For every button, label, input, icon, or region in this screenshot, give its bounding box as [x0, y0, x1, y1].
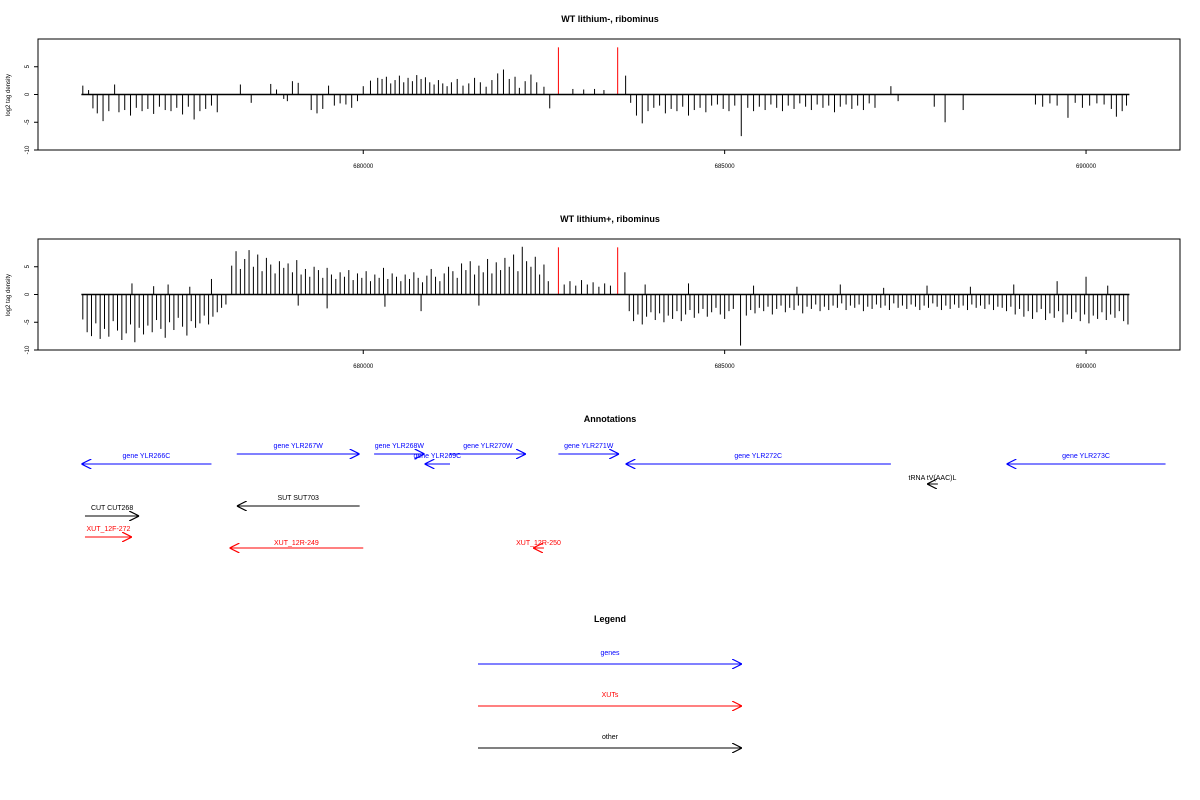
track-panel-lithium-plus: WT lithium+, ribominus log2 tag density … [6, 214, 1181, 370]
y-axis-label: log2 tag density [6, 74, 12, 116]
feature-label: gene YLR272C [734, 453, 782, 460]
signal-bars [82, 246, 1129, 346]
y-tick-label: -5 [25, 119, 31, 125]
y-tick-label: -10 [25, 345, 31, 354]
y-tick-label: -5 [25, 319, 31, 325]
feature-annotation: gene YLR273C [1006, 453, 1166, 464]
feature-label: gene YLR269C [413, 453, 461, 460]
feature-annotation: gene YLR267W [236, 443, 360, 454]
legend-panel: Legend genes XUTs other [478, 614, 742, 748]
feature-annotation: XUT_12R-250 [516, 540, 561, 548]
legend-label: other [602, 734, 619, 741]
signal-bars [82, 69, 1128, 137]
feature-label: gene YLR268W [375, 443, 425, 450]
feature-label: gene YLR271W [564, 443, 614, 450]
y-tick-label: 5 [25, 64, 31, 68]
feature-label: tRNA tV(AAC)L [909, 475, 957, 482]
legend-label: XUTs [602, 692, 619, 699]
panel-title: WT lithium+, ribominus [560, 214, 660, 224]
x-tick-label: 680000 [353, 364, 374, 370]
y-axis-label: log2 tag density [6, 274, 12, 316]
feature-label: gene YLR273C [1062, 453, 1110, 460]
feature-label: gene YLR267W [274, 443, 324, 450]
feature-annotation: XUT_12R-249 [229, 540, 364, 548]
feature-label: XUT_12R-250 [516, 540, 561, 547]
feature-annotation: gene YLR271W [558, 443, 620, 454]
y-axis: -10 -5 0 5 [25, 264, 38, 354]
y-tick-label: -10 [25, 145, 31, 154]
legend-entry: genes [478, 650, 742, 664]
legend-entry: XUTs [478, 692, 742, 706]
legend-entry: other [478, 734, 742, 748]
feature-arrows: gene YLR266C gene YLR267W gene YLR268W gene… [81, 443, 1166, 548]
panel-title: WT lithium-, ribominus [561, 14, 659, 24]
feature-label: XUT_12F-272 [86, 526, 130, 533]
feature-annotation: gene YLR268W [374, 443, 425, 454]
red-marks [557, 47, 619, 95]
x-tick-label: 685000 [715, 164, 736, 170]
y-tick-label: 0 [25, 292, 31, 296]
x-tick-label: 685000 [715, 364, 736, 370]
feature-label: CUT CUT268 [91, 505, 133, 512]
x-axis: 680000 685000 690000 [353, 150, 1097, 170]
y-tick-label: 5 [25, 264, 31, 268]
x-tick-label: 690000 [1076, 364, 1097, 370]
legend-entries: genes XUTs other [478, 650, 742, 748]
feature-label: gene YLR266C [123, 453, 171, 460]
y-tick-label: 0 [25, 92, 31, 96]
red-marks [557, 247, 619, 295]
feature-label: SUT SUT703 [277, 495, 319, 502]
legend-label: genes [600, 650, 620, 657]
legend-title: Legend [594, 614, 626, 624]
feature-annotation: CUT CUT268 [84, 505, 140, 516]
x-tick-label: 680000 [353, 164, 374, 170]
feature-annotation: gene YLR269C [413, 453, 461, 464]
feature-label: gene YLR270W [463, 443, 513, 450]
y-axis: -10 -5 0 5 [25, 64, 38, 154]
feature-label: XUT_12R-249 [274, 540, 319, 547]
feature-annotation: XUT_12F-272 [84, 526, 132, 537]
feature-annotation: tRNA tV(AAC)L [909, 475, 957, 484]
feature-annotation: gene YLR270W [449, 443, 526, 454]
feature-annotation: gene YLR266C [81, 453, 212, 464]
x-axis: 680000 685000 690000 [353, 350, 1097, 370]
feature-annotation: SUT SUT703 [236, 495, 360, 506]
track-panel-lithium-minus: WT lithium-, ribominus log2 tag density … [6, 14, 1181, 170]
feature-annotation: gene YLR272C [625, 453, 891, 464]
annotations-title: Annotations [584, 414, 637, 424]
x-tick-label: 690000 [1076, 164, 1097, 170]
